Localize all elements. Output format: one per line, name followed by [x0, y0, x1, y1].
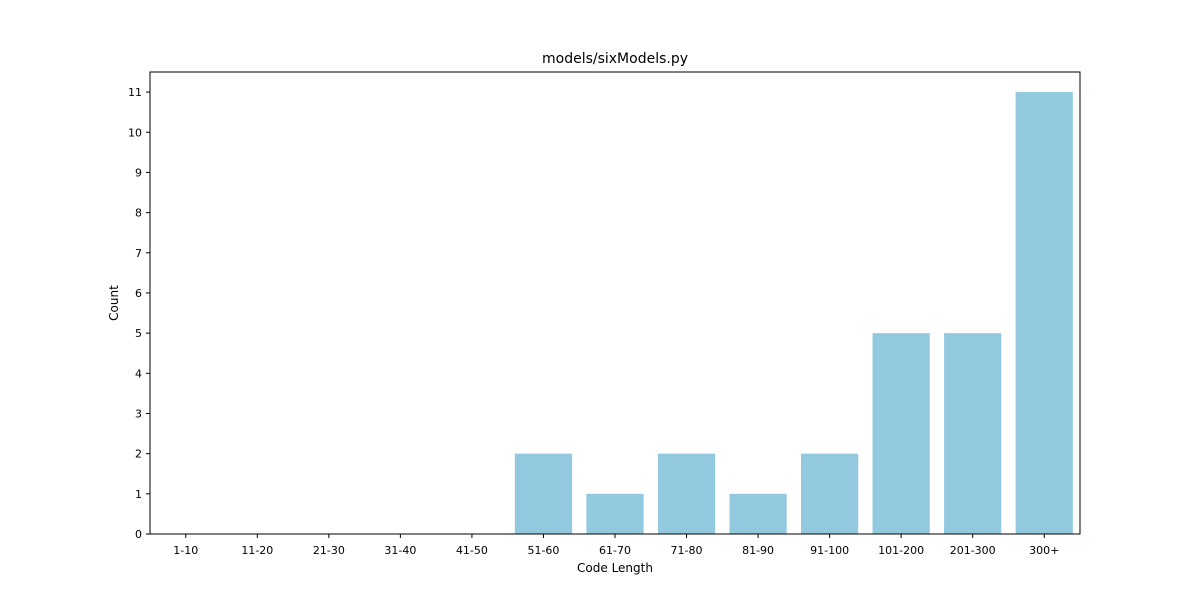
x-tick-label: 300+: [1029, 544, 1059, 557]
y-tick-label: 0: [135, 528, 142, 541]
x-tick-label: 1-10: [173, 544, 198, 557]
y-tick-label: 9: [135, 166, 142, 179]
x-tick-label: 61-70: [599, 544, 631, 557]
x-tick-label: 31-40: [384, 544, 416, 557]
y-tick-label: 3: [135, 407, 142, 420]
bar-81-90: [729, 493, 787, 534]
bar-300+: [1015, 92, 1073, 534]
x-tick-label: 21-30: [313, 544, 345, 557]
x-tick-label: 71-80: [671, 544, 703, 557]
bar-101-200: [872, 333, 930, 534]
x-tick-label: 81-90: [742, 544, 774, 557]
y-tick-label: 7: [135, 247, 142, 260]
y-axis-ticks: 0 1 2 3 4 5 6 7 8 9 10 11: [128, 86, 150, 541]
bar-71-80: [657, 453, 716, 534]
y-tick-label: 4: [135, 367, 142, 380]
y-axis-label: Count: [107, 285, 121, 321]
y-tick-label: 10: [128, 126, 142, 139]
x-tick-label: 11-20: [241, 544, 273, 557]
x-tick-label: 51-60: [527, 544, 559, 557]
bar-61-70: [586, 493, 644, 534]
x-tick-label: 41-50: [456, 544, 488, 557]
x-axis-ticks: 1-10 11-20 21-30 31-40 41-50 51-60 61-70 71-80 8…: [173, 534, 1059, 557]
bar-series: [514, 92, 1073, 534]
y-tick-label: 2: [135, 448, 142, 461]
chart-title: models/sixModels.py: [542, 51, 688, 67]
plot-frame: [149, 71, 1081, 535]
x-tick-label: 201-300: [950, 544, 996, 557]
y-tick-label: 5: [135, 327, 142, 340]
x-tick-label: 101-200: [878, 544, 924, 557]
x-axis-label: Code Length: [577, 561, 653, 575]
bar-201-300: [944, 333, 1002, 534]
y-tick-label: 6: [135, 287, 142, 300]
x-tick-label: 91-100: [810, 544, 849, 557]
y-tick-label: 11: [128, 86, 142, 99]
bar-51-60: [514, 453, 573, 534]
y-tick-label: 1: [135, 488, 142, 501]
y-tick-label: 8: [135, 207, 142, 220]
bar-91-100: [801, 453, 859, 534]
